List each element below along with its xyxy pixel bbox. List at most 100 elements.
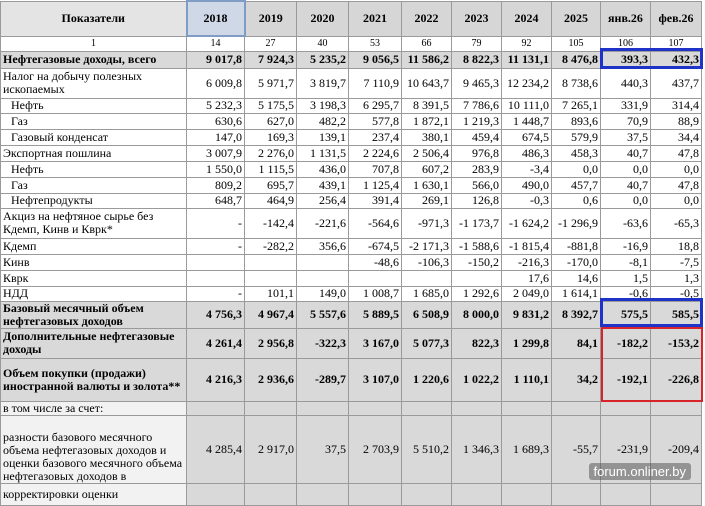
table-row: Газ 630,6 627,0 482,2 577,8 1 872,1 1 219,3 1 4… bbox=[0, 112, 702, 130]
value-cell: 40,7 bbox=[600, 144, 651, 162]
value-cell: 10 643,7 bbox=[401, 67, 452, 99]
value-cell bbox=[296, 400, 349, 416]
value-cell: 2 956,8 bbox=[244, 327, 297, 359]
value-cell: 47,8 bbox=[650, 144, 702, 162]
value-cell: 9 831,2 bbox=[501, 300, 552, 329]
value-cell: 9 465,3 bbox=[451, 67, 502, 99]
column-header: 2020 bbox=[296, 0, 349, 37]
value-cell: 5 175,5 bbox=[244, 97, 297, 114]
table-row: 1 14 27 40 53 66 79 92 105 106 107 bbox=[0, 35, 702, 52]
table-row: в том числе за счет: bbox=[0, 400, 702, 416]
value-cell: -564,6 bbox=[348, 207, 402, 239]
value-cell: 5 077,3 bbox=[401, 327, 452, 359]
row-label: НДД bbox=[0, 285, 187, 302]
value-cell: -1 815,4 bbox=[501, 237, 552, 255]
value-cell: 809,2 bbox=[186, 176, 245, 194]
row-label: Налог на добычу полезных ископаемых bbox=[0, 67, 187, 99]
value-cell bbox=[401, 482, 452, 506]
value-cell: 440,3 bbox=[600, 67, 651, 99]
value-cell: 1 022,2 bbox=[451, 357, 502, 402]
value-cell: 147,0 bbox=[186, 128, 245, 146]
value-cell: 0,0 bbox=[551, 160, 601, 178]
index-cell: 1 bbox=[0, 35, 187, 52]
value-cell: -1 624,2 bbox=[501, 207, 552, 239]
value-cell bbox=[600, 482, 651, 506]
value-cell: 7 110,9 bbox=[348, 67, 402, 99]
value-cell: 14,6 bbox=[551, 269, 601, 287]
value-cell: 1 115,5 bbox=[244, 160, 297, 178]
value-cell: 1 550,0 bbox=[186, 160, 245, 178]
value-cell bbox=[244, 269, 297, 287]
value-cell bbox=[244, 400, 297, 416]
value-cell: 84,1 bbox=[551, 327, 601, 359]
value-cell: 0,0 bbox=[600, 192, 651, 209]
value-cell: -881,8 bbox=[551, 237, 601, 255]
value-cell: 2 049,0 bbox=[501, 285, 552, 302]
value-cell: 11 586,2 bbox=[401, 50, 452, 69]
value-cell: 3 007,9 bbox=[186, 144, 245, 162]
table-row: Объем покупки (продажи) иностранной валю… bbox=[0, 357, 702, 402]
value-cell: 7 265,1 bbox=[551, 97, 601, 114]
column-header: 2023 bbox=[451, 0, 502, 37]
table-row: Кдемп - -282,2 356,6 -674,5 -2 171,3 -1 588,6-… bbox=[0, 237, 702, 255]
column-header: фев.26 bbox=[650, 0, 702, 37]
highlight-box bbox=[600, 48, 703, 69]
value-cell: 40,7 bbox=[600, 176, 651, 194]
value-cell: 1,3 bbox=[650, 269, 702, 287]
value-cell: 34,4 bbox=[650, 128, 702, 146]
value-cell bbox=[401, 269, 452, 287]
value-cell: 585,5 bbox=[650, 300, 702, 329]
value-cell: -170,0 bbox=[551, 253, 601, 271]
value-cell: 577,8 bbox=[348, 112, 402, 130]
row-label: Кдемп bbox=[0, 237, 187, 255]
value-cell: 3 107,0 bbox=[348, 357, 402, 402]
value-cell: 139,1 bbox=[296, 128, 349, 146]
table-row: Акциз на нефтяное сырье без Кдемп, Кинв … bbox=[0, 207, 702, 239]
table-row: Нефтепродукты 648,7 464,9 256,4 391,4 269,1 12… bbox=[0, 192, 702, 209]
value-cell bbox=[451, 482, 502, 506]
value-cell bbox=[186, 269, 245, 287]
row-label: Кврк bbox=[0, 269, 187, 287]
value-cell: 2 917,0 bbox=[244, 414, 297, 484]
value-cell: 1 630,1 bbox=[401, 176, 452, 194]
value-cell: 1 292,6 bbox=[451, 285, 502, 302]
column-header: 2024 bbox=[501, 0, 552, 37]
value-cell: 1 299,8 bbox=[501, 327, 552, 359]
value-cell: 1 110,1 bbox=[501, 357, 552, 402]
column-header: 2021 bbox=[348, 0, 402, 37]
value-cell: -8,1 bbox=[600, 253, 651, 271]
value-cell: 8 392,7 bbox=[551, 300, 601, 329]
value-cell: 6 009,8 bbox=[186, 67, 245, 99]
table-row: Нефтегазовые доходы, всего 9 017,8 7 924,3… bbox=[0, 50, 702, 69]
value-cell: 8 000,0 bbox=[451, 300, 502, 329]
value-cell: -2 171,3 bbox=[401, 237, 452, 255]
value-cell: - bbox=[186, 207, 245, 239]
value-cell: -153,2 bbox=[650, 327, 702, 359]
value-cell: 482,2 bbox=[296, 112, 349, 130]
value-cell bbox=[296, 253, 349, 271]
value-cell: 5 889,5 bbox=[348, 300, 402, 329]
value-cell: 2 224,6 bbox=[348, 144, 402, 162]
value-cell: 627,0 bbox=[244, 112, 297, 130]
value-cell: -3,4 bbox=[501, 160, 552, 178]
value-cell: 1 219,3 bbox=[451, 112, 502, 130]
value-cell bbox=[348, 400, 402, 416]
value-cell: 674,5 bbox=[501, 128, 552, 146]
value-cell: 436,0 bbox=[296, 160, 349, 178]
column-header: 2025 bbox=[551, 0, 601, 37]
value-cell: 6 508,9 bbox=[401, 300, 452, 329]
value-cell: 37,5 bbox=[600, 128, 651, 146]
table-row: Нефть 5 232,3 5 175,5 3 198,3 6 295,7 8 391,5… bbox=[0, 97, 702, 114]
row-label: в том числе за счет: bbox=[0, 400, 187, 416]
table-row: Газ 809,2 695,7 439,1 1 125,4 1 630,1 566,0 490… bbox=[0, 176, 702, 194]
value-cell: 439,1 bbox=[296, 176, 349, 194]
index-cell: 92 bbox=[501, 35, 552, 52]
value-cell: 380,1 bbox=[401, 128, 452, 146]
value-cell: 0,6 bbox=[551, 192, 601, 209]
value-cell: 566,0 bbox=[451, 176, 502, 194]
value-cell: -106,3 bbox=[401, 253, 452, 271]
value-cell: 3 167,0 bbox=[348, 327, 402, 359]
value-cell: 8 822,3 bbox=[451, 50, 502, 69]
row-label: Базовый месячный объем нефтегазовых дохо… bbox=[0, 300, 187, 329]
